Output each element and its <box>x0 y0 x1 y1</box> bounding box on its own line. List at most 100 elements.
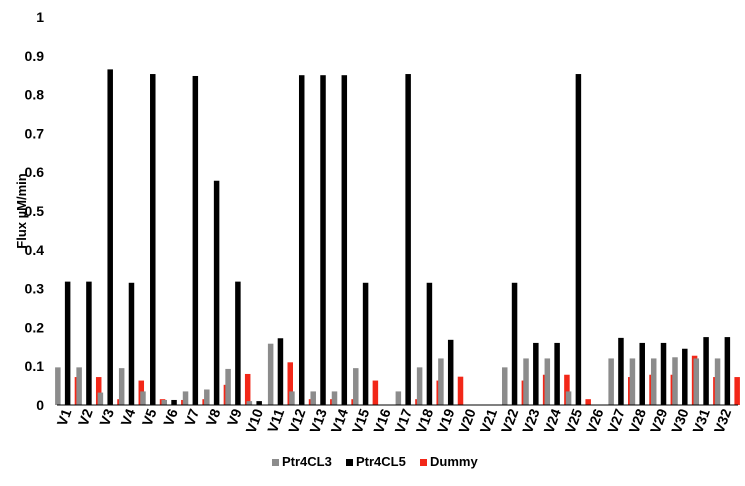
bar-ptr4cl5-v11 <box>277 338 284 405</box>
bar-ptr4cl5-v4 <box>128 282 135 405</box>
x-tick-label: V29 <box>647 406 671 435</box>
legend-swatch-dummy <box>420 459 427 466</box>
bar-ptr4cl3-v7 <box>182 391 189 405</box>
legend-swatch-ptr4cl3 <box>272 459 279 466</box>
bar-dummy-v15 <box>372 380 379 405</box>
x-tick-label: V21 <box>477 406 501 435</box>
bar-ptr4cl3-v24 <box>544 358 551 405</box>
bar-ptr4cl3-v31 <box>693 358 700 405</box>
bar-ptr4cl3-v11 <box>267 343 274 405</box>
bar-ptr4cl3-v18 <box>416 367 423 405</box>
bar-ptr4cl3-v15 <box>353 368 359 405</box>
x-tick-label: V14 <box>328 406 352 435</box>
x-tick-label: V18 <box>413 406 437 435</box>
y-tick-label: 1 <box>36 9 44 25</box>
y-axis-ticks: 0 0.1 0.2 0.3 0.4 0.5 0.6 0.7 0.8 0.9 1 <box>25 9 45 413</box>
bar-ptr4cl3-v4 <box>118 368 125 405</box>
bar-dummy-v32 <box>734 377 740 405</box>
x-tick-label: V12 <box>285 406 309 435</box>
bar-ptr4cl5-v13 <box>320 75 326 405</box>
x-tick-label: V25 <box>562 406 586 435</box>
x-tick-label: V3 <box>96 406 117 428</box>
x-tick-label: V9 <box>224 406 245 428</box>
bar-ptr4cl3-v5 <box>140 391 146 405</box>
bar-ptr4cl5-v24 <box>554 342 560 405</box>
bar-ptr4cl5-v12 <box>298 75 305 405</box>
x-tick-label: V28 <box>625 406 649 435</box>
bar-ptr4cl5-v7 <box>192 75 199 405</box>
y-tick-label: 0.1 <box>25 358 45 374</box>
bars <box>55 69 740 405</box>
bar-ptr4cl3-v9 <box>225 368 231 405</box>
bar-dummy-v11 <box>287 362 293 405</box>
bar-ptr4cl5-v25 <box>575 74 582 405</box>
bar-ptr4cl5-v29 <box>660 342 667 405</box>
bar-ptr4cl5-v31 <box>703 337 709 405</box>
bar-dummy-v24 <box>564 374 570 405</box>
y-tick-label: 0.8 <box>25 87 45 103</box>
legend-label-ptr4cl3: Ptr4CL3 <box>282 454 332 469</box>
bar-ptr4cl3-v29 <box>650 358 657 405</box>
bar-ptr4cl3-v23 <box>523 358 529 405</box>
x-tick-label: V19 <box>434 406 458 435</box>
y-tick-label: 0 <box>36 397 44 413</box>
bar-ptr4cl3-v10 <box>246 401 253 405</box>
bar-ptr4cl3-v6 <box>161 399 167 405</box>
legend: Ptr4CL3 Ptr4CL5 Dummy <box>272 454 478 469</box>
x-tick-label: V15 <box>349 406 373 435</box>
x-tick-label: V7 <box>181 406 202 428</box>
bar-ptr4cl3-v27 <box>608 358 614 405</box>
x-tick-label: V13 <box>306 406 330 435</box>
x-tick-label: V6 <box>160 406 181 428</box>
legend-swatch-ptr4cl5 <box>346 459 353 466</box>
bar-ptr4cl5-v27 <box>618 337 624 405</box>
bar-ptr4cl3-v22 <box>502 367 508 405</box>
bar-ptr4cl3-v30 <box>672 357 678 405</box>
x-tick-label: V31 <box>689 406 713 435</box>
bar-ptr4cl5-v14 <box>341 75 348 405</box>
bar-ptr4cl5-v3 <box>107 69 113 405</box>
bar-ptr4cl3-v8 <box>204 389 210 405</box>
y-tick-label: 0.4 <box>25 242 45 258</box>
y-tick-label: 0.9 <box>25 48 45 64</box>
bar-ptr4cl5-v17 <box>405 74 411 405</box>
bar-ptr4cl3-v3 <box>97 392 104 405</box>
bar-ptr4cl5-v19 <box>447 339 454 405</box>
y-tick-label: 0.3 <box>25 281 45 297</box>
y-tick-label: 0.5 <box>25 203 45 219</box>
x-tick-label: V5 <box>139 406 160 428</box>
bar-ptr4cl3-v1 <box>55 367 61 405</box>
x-tick-label: V2 <box>75 406 96 428</box>
bar-ptr4cl5-v28 <box>639 342 645 405</box>
legend-label-ptr4cl5: Ptr4CL5 <box>356 454 406 469</box>
bar-dummy-v9 <box>244 373 251 405</box>
bar-dummy-v25 <box>585 399 591 405</box>
bar-ptr4cl3-v17 <box>395 391 402 405</box>
bar-ptr4cl5-v2 <box>86 281 92 405</box>
bar-ptr4cl3-v13 <box>310 391 316 405</box>
bar-ptr4cl3-v12 <box>289 391 295 405</box>
x-tick-label: V27 <box>604 406 628 435</box>
bar-ptr4cl5-v9 <box>235 281 241 405</box>
bar-ptr4cl3-v25 <box>565 391 572 405</box>
bar-ptr4cl5-v22 <box>511 282 518 405</box>
y-tick-label: 0.6 <box>25 164 45 180</box>
bar-ptr4cl3-v19 <box>438 358 444 405</box>
x-tick-label: V11 <box>264 406 287 434</box>
y-axis-label: Flux µM/min <box>14 173 29 248</box>
bar-ptr4cl5-v6 <box>171 399 177 405</box>
x-tick-label: V17 <box>391 406 415 435</box>
bar-ptr4cl5-v1 <box>64 281 71 405</box>
x-tick-label: V32 <box>711 406 735 435</box>
bar-ptr4cl5-v32 <box>724 337 731 405</box>
bar-ptr4cl3-v2 <box>76 367 82 405</box>
x-axis-ticks: V1 V2 V3 V4 V5 V6 V7 V8 V9V10V11V12V13V14V15V16V… <box>54 406 735 435</box>
x-tick-label: V26 <box>583 406 607 435</box>
bar-dummy-v2 <box>95 377 102 405</box>
y-tick-label: 0.7 <box>25 125 45 141</box>
x-tick-label: V30 <box>668 406 692 435</box>
y-tick-label: 0.2 <box>25 319 45 335</box>
x-tick-label: V20 <box>455 406 479 435</box>
x-tick-label: V8 <box>203 406 224 428</box>
